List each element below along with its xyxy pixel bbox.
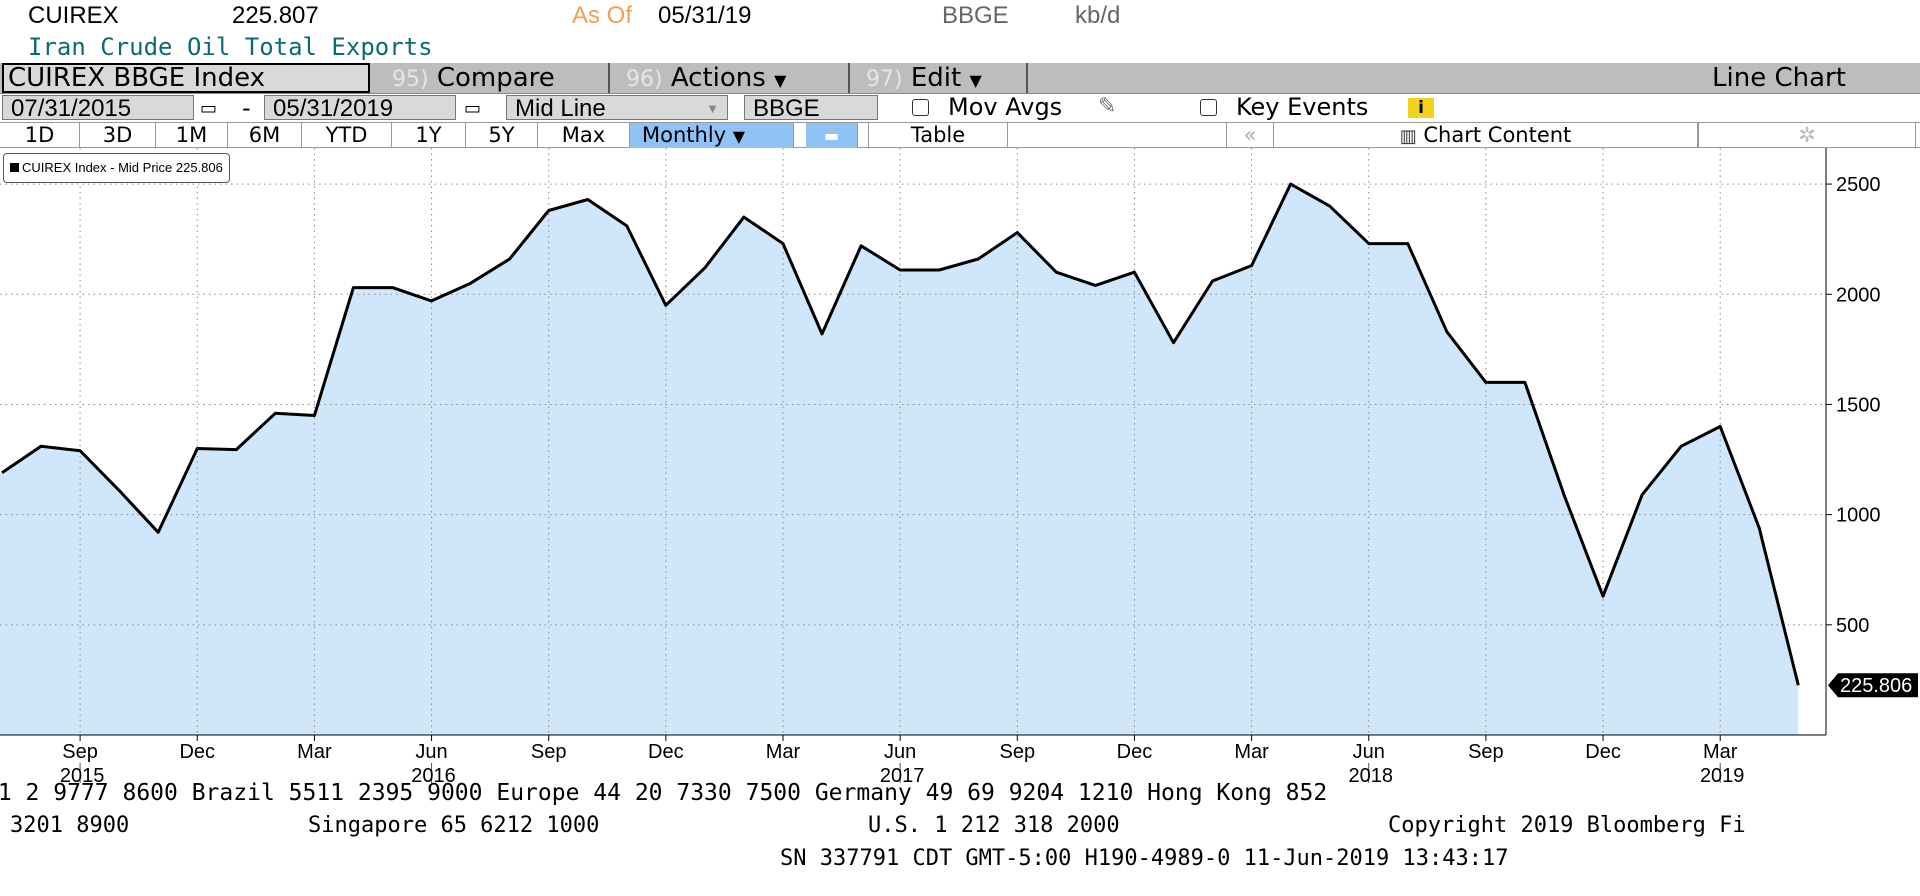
- legend-swatch: [10, 163, 19, 172]
- y-tick-label: 2000: [1836, 284, 1881, 306]
- y-tick-label: 1500: [1836, 394, 1881, 416]
- last-value-tag: [1828, 673, 1918, 698]
- x-tick-label: Dec: [648, 741, 684, 763]
- start-date-input[interactable]: 07/31/2015: [2, 95, 194, 121]
- x-tick-label: Mar: [1234, 741, 1269, 763]
- end-date-input[interactable]: 05/31/2019: [264, 95, 456, 121]
- period-max-button[interactable]: Max: [538, 123, 630, 148]
- period-ytd-button[interactable]: YTD: [302, 123, 392, 148]
- mode-select[interactable]: Mid Line ▼: [506, 95, 728, 121]
- actions-button[interactable]: 96) Actions ▼: [626, 63, 787, 93]
- x-tick-label: Sep: [531, 741, 567, 763]
- chart-content-button[interactable]: ▥ Chart Content: [1274, 123, 1698, 148]
- x-tick-label: Dec: [179, 741, 215, 763]
- security-field[interactable]: CUIREX BBGE Index: [2, 63, 370, 93]
- as-of-label: As Of: [572, 2, 633, 29]
- subtitle: Iran Crude Oil Total Exports: [28, 33, 433, 61]
- compare-button[interactable]: 95) Compare: [392, 63, 555, 93]
- ticker: CUIREX: [28, 2, 119, 29]
- legend[interactable]: CUIREX Index - Mid Price 225.806: [3, 153, 230, 183]
- dropdown-icon: ▼: [774, 71, 787, 90]
- x-year-label: 2017: [880, 765, 925, 787]
- x-tick-label: Jun: [415, 741, 447, 763]
- info-icon[interactable]: i: [1408, 98, 1434, 118]
- period-1m-button[interactable]: 1M: [156, 123, 228, 148]
- edit-button[interactable]: 97) Edit ▼: [866, 63, 982, 93]
- period-1d-button[interactable]: 1D: [0, 123, 80, 148]
- y-tick-label: 2500: [1836, 174, 1881, 196]
- chart-content-icon: ▥: [1399, 126, 1417, 147]
- key-events-label: Key Events: [1236, 93, 1369, 121]
- x-tick-label: Sep: [1000, 741, 1036, 763]
- collapse-icon[interactable]: «: [1226, 123, 1274, 148]
- y-tick-label: 500: [1836, 615, 1869, 637]
- last-value-label: 225.806: [1840, 675, 1912, 697]
- gear-icon[interactable]: ✲: [1698, 123, 1916, 148]
- footer-line-1: 51 2 9777 8600 Brazil 5511 2395 9000 Eur…: [0, 780, 1328, 806]
- chart-type-label: Line Chart: [1712, 63, 1846, 93]
- period-6m-button[interactable]: 6M: [228, 123, 302, 148]
- units-label: kb/d: [1075, 2, 1121, 29]
- period-5y-button[interactable]: 5Y: [466, 123, 538, 148]
- x-year-label: 2016: [411, 765, 456, 787]
- period-bar: 1D 3D 1M 6M YTD 1Y 5Y Max Monthly ▼ ▬ Ta…: [0, 122, 1920, 148]
- pencil-icon[interactable]: ✎: [1098, 94, 1117, 119]
- footer-line-2c: U.S. 1 212 318 2000: [868, 813, 1120, 838]
- x-year-label: 2019: [1700, 765, 1745, 787]
- x-tick-label: Mar: [297, 741, 332, 763]
- legend-label: CUIREX Index - Mid Price 225.806: [22, 160, 223, 175]
- period-3d-button[interactable]: 3D: [80, 123, 156, 148]
- calendar-icon[interactable]: ▭: [200, 98, 218, 119]
- footer-line-3: SN 337791 CDT GMT-5:00 H190-4989-0 11-Ju…: [780, 846, 1509, 871]
- mov-avgs-label: Mov Avgs: [948, 93, 1063, 121]
- toolbar: CUIREX BBGE Index 95) Compare 96) Action…: [0, 63, 1920, 94]
- footer-line-2d: Copyright 2019 Bloomberg Fi: [1388, 813, 1746, 838]
- x-tick-label: Jun: [884, 741, 916, 763]
- key-events-checkbox[interactable]: [1200, 99, 1217, 116]
- y-tick-label: 1000: [1836, 505, 1881, 527]
- x-tick-label: Mar: [766, 741, 801, 763]
- x-tick-label: Mar: [1703, 741, 1738, 763]
- source-select[interactable]: BBGE: [744, 95, 878, 121]
- calendar-icon[interactable]: ▭: [464, 98, 482, 119]
- series-area: [0, 184, 1799, 736]
- x-year-label: 2015: [60, 765, 105, 787]
- chart-view-icon[interactable]: ▬: [806, 123, 858, 148]
- header-value: 225.807: [232, 2, 319, 29]
- x-tick-label: Jun: [1353, 741, 1385, 763]
- date-dash: -: [242, 94, 251, 122]
- mov-avgs-checkbox[interactable]: [912, 99, 929, 116]
- x-tick-label: Sep: [62, 741, 98, 763]
- dropdown-icon: ▼: [732, 127, 746, 146]
- as-of-date: 05/31/19: [658, 2, 752, 29]
- frequency-select[interactable]: Monthly ▼: [630, 123, 794, 148]
- dropdown-icon: ▼: [969, 71, 982, 90]
- x-tick-label: Dec: [1585, 741, 1621, 763]
- series-line: [1, 182, 1800, 686]
- chart-area: 500 1000 1500 2000 2500 Sep Dec Mar Jun Sep Dec Mar…: [0, 148, 1918, 787]
- x-tick-label: Dec: [1117, 741, 1153, 763]
- x-year-label: 2018: [1349, 765, 1394, 787]
- footer-line-2a: 3201 8900: [10, 813, 130, 838]
- x-tick-label: Sep: [1468, 741, 1504, 763]
- period-1y-button[interactable]: 1Y: [392, 123, 466, 148]
- dropdown-icon: ▼: [706, 101, 719, 116]
- source-label: BBGE: [942, 2, 1009, 29]
- footer-line-2b: Singapore 65 6212 1000: [308, 813, 600, 838]
- table-tab[interactable]: Table: [868, 123, 1008, 148]
- toolbar-divider: [608, 63, 610, 93]
- toolbar-divider: [1026, 63, 1028, 93]
- toolbar-divider: [848, 63, 850, 93]
